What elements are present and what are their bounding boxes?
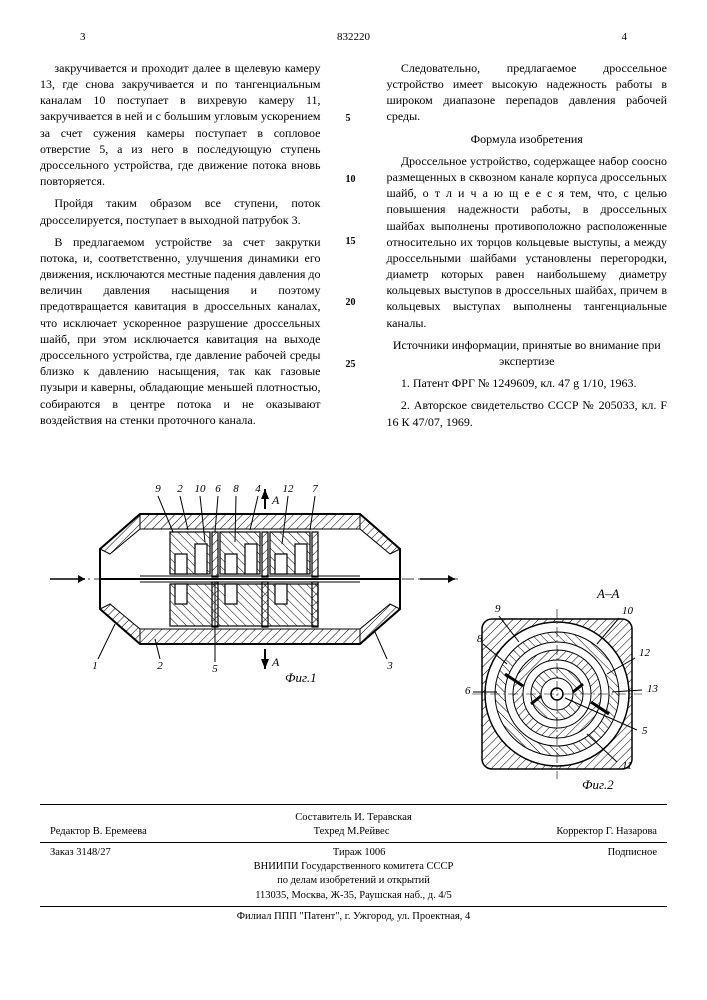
figure-2: A–A 9 8 6 — [447, 584, 667, 794]
ln-10: 10 — [346, 173, 362, 187]
source2: 2. Авторское свидетельство СССР № 205033… — [387, 397, 668, 429]
sources-title: Источники информации, принятые во вниман… — [387, 337, 668, 369]
co-3: 3 — [386, 660, 393, 672]
co-2: 2 — [157, 660, 163, 672]
co-10: 10 — [195, 483, 207, 495]
co-7: 7 — [312, 483, 318, 495]
tirazh: Тираж 1006 — [333, 846, 386, 860]
f2-9: 9 — [495, 603, 501, 615]
org2: по делам изобретений и открытий — [40, 874, 667, 888]
f2-5: 5 — [642, 725, 648, 737]
left-p1: закручивается и проходит далее в щелевую… — [40, 60, 321, 190]
ln-25: 25 — [346, 358, 362, 372]
co-2t: 2 — [177, 483, 183, 495]
left-p2: Пройдя таким образом все ступени, поток … — [40, 195, 321, 227]
fig1-label: Фиг.1 — [285, 670, 317, 684]
figure-1: 9 2 10 6 8 4 12 7 1 2 5 3 — [40, 454, 470, 684]
co-9: 9 — [155, 483, 161, 495]
section-title: A–A — [596, 586, 619, 601]
page-right: 4 — [622, 30, 628, 45]
co-1: 1 — [92, 660, 98, 672]
ln-15: 15 — [346, 235, 362, 249]
techred: Техред М.Рейвес — [314, 825, 390, 839]
podpisnoe: Подписное — [608, 846, 657, 860]
right-p1: Следовательно, предлагаемое дроссельное … — [387, 60, 668, 125]
footer: Составитель И. Теравская Редактор В. Ере… — [40, 804, 667, 924]
left-p3: В предлагаемом устройстве за счет закрут… — [40, 234, 321, 428]
f2-6: 6 — [465, 685, 471, 697]
co-12: 12 — [283, 483, 295, 495]
section-A-top: A — [271, 493, 280, 507]
right-p2: Дроссельное устройство, содержащее набор… — [387, 153, 668, 331]
page-left: 3 — [80, 30, 86, 45]
co-4: 4 — [255, 483, 261, 495]
section-A-bot: A — [271, 655, 280, 669]
ln-5: 5 — [346, 112, 362, 126]
f2-10: 10 — [622, 605, 634, 617]
formula-title: Формула изобретения — [387, 131, 668, 147]
co-6: 6 — [215, 483, 221, 495]
fig2-label: Фиг.2 — [582, 777, 614, 792]
co-5: 5 — [212, 663, 218, 675]
org1: ВНИИПИ Государственного комитета СССР — [40, 860, 667, 874]
addr2: Филиал ППП "Патент", г. Ужгород, ул. Про… — [40, 906, 667, 924]
page-header: 3 832220 4 — [40, 30, 667, 45]
doc-number: 832220 — [337, 30, 370, 45]
order: Заказ 3148/27 — [50, 846, 111, 860]
addr1: 113035, Москва, Ж-35, Раушская наб., д. … — [40, 889, 667, 903]
text-columns: закручивается и проходит далее в щелевую… — [40, 60, 667, 436]
f2-12: 12 — [639, 647, 651, 659]
editor: Редактор В. Еремеева — [50, 825, 147, 839]
ln-20: 20 — [346, 296, 362, 310]
line-number-gutter: 5 10 15 20 25 — [346, 60, 362, 436]
f2-11: 11 — [622, 760, 632, 772]
corrector: Корректор Г. Назарова — [556, 825, 657, 839]
compiler: Составитель И. Теравская — [40, 811, 667, 825]
figures-block: 9 2 10 6 8 4 12 7 1 2 5 3 — [40, 454, 667, 794]
right-column: Следовательно, предлагаемое дроссельное … — [387, 60, 668, 436]
co-8: 8 — [233, 483, 239, 495]
source1: 1. Патент ФРГ № 1249609, кл. 47 g 1/10, … — [387, 375, 668, 391]
f2-13: 13 — [647, 683, 659, 695]
f2-8: 8 — [477, 633, 483, 645]
left-column: закручивается и проходит далее в щелевую… — [40, 60, 321, 436]
